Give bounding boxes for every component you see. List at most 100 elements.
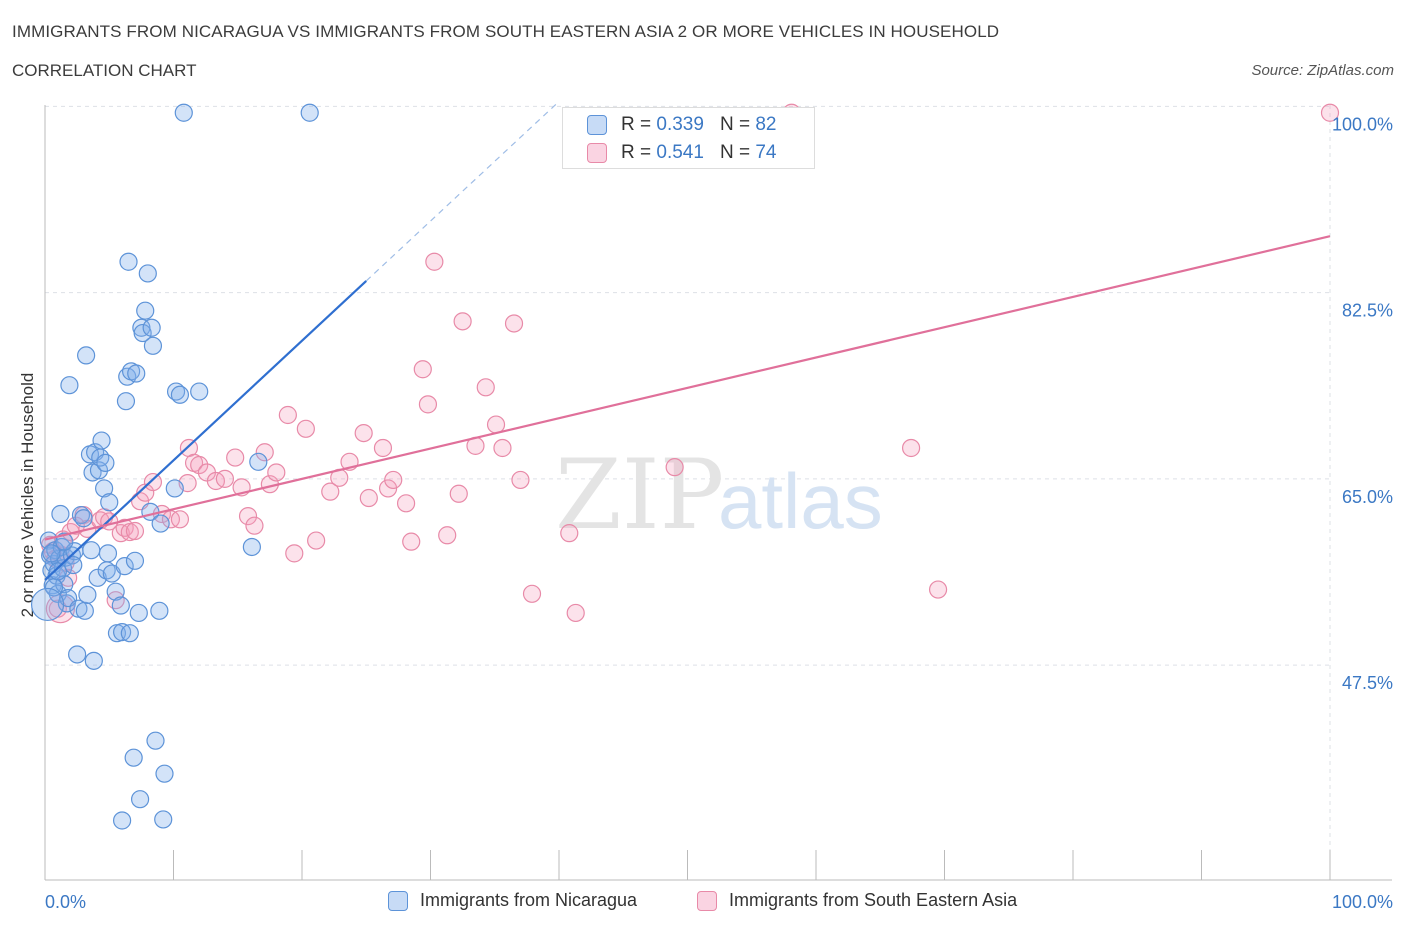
data-point — [321, 482, 340, 501]
data-point — [285, 544, 304, 563]
trend-lines — [44, 101, 1331, 581]
data-point — [522, 584, 542, 603]
data-point — [77, 346, 96, 365]
stats-row-nicaragua: R = 0.339 N = 82 — [587, 112, 776, 138]
data-point — [48, 562, 67, 581]
data-point — [53, 559, 73, 578]
x-tick-label-min: 0.0% — [45, 892, 86, 912]
data-point — [170, 385, 190, 404]
legend-label-nicaragua: Immigrants from Nicaragua — [420, 890, 638, 910]
data-point — [136, 301, 155, 320]
data-point — [95, 479, 114, 498]
data-point — [55, 532, 74, 551]
watermark: ZIP atlas — [555, 439, 883, 551]
data-point — [42, 544, 61, 563]
data-point — [378, 479, 398, 498]
data-point — [359, 488, 378, 508]
data-point — [901, 438, 921, 458]
data-point — [154, 810, 173, 829]
watermark-atlas: atlas — [718, 457, 883, 545]
data-point — [418, 395, 438, 414]
legend-label-south-eastern-asia: Immigrants from South Eastern Asia — [729, 890, 1018, 910]
legend-item-south-eastern-asia[interactable]: Immigrants from South Eastern Asia — [697, 890, 1017, 911]
data-point — [1320, 103, 1340, 122]
x-tick-label-max: 100.0% — [1332, 892, 1393, 912]
data-point — [119, 252, 138, 271]
data-point — [396, 494, 416, 513]
legend-swatch-south-eastern-asia — [697, 890, 717, 911]
data-point — [354, 423, 373, 443]
data-point — [127, 364, 146, 383]
data-point — [125, 521, 145, 541]
legend-item-nicaragua[interactable]: Immigrants from Nicaragua — [388, 890, 637, 911]
trend-line-nicaragua-extension — [365, 101, 560, 282]
series-nicaragua-points — [30, 103, 319, 830]
data-point — [120, 624, 139, 643]
data-point — [566, 603, 585, 623]
data-point — [125, 551, 145, 570]
data-point — [129, 603, 148, 623]
stats-n-label: N = — [719, 142, 751, 163]
grid-lines — [45, 105, 1331, 880]
data-point — [373, 438, 393, 458]
data-point — [665, 458, 684, 477]
data-point — [100, 493, 119, 512]
data-point — [242, 537, 261, 557]
data-point — [116, 392, 136, 411]
data-point — [155, 764, 174, 783]
data-point — [384, 470, 403, 490]
data-point — [226, 448, 245, 467]
data-point — [267, 463, 286, 482]
data-point — [245, 516, 264, 535]
data-point — [143, 336, 163, 355]
axes — [44, 105, 1392, 881]
stats-row-south-eastern-asia: R = 0.541 N = 74 — [587, 140, 776, 166]
data-point — [71, 505, 91, 525]
data-point — [151, 514, 170, 533]
data-point — [402, 532, 421, 551]
data-point — [238, 507, 258, 526]
data-point — [64, 555, 83, 575]
data-point — [215, 469, 234, 488]
stats-r-value: 0.541 — [656, 142, 704, 163]
data-point — [60, 376, 79, 395]
data-point — [255, 443, 274, 462]
source-credit: Source: ZipAtlas.com — [1251, 62, 1394, 79]
data-point — [190, 382, 209, 401]
data-point — [296, 419, 315, 438]
data-point — [74, 509, 93, 528]
data-point — [438, 526, 457, 545]
y-tick-label: 47.5% — [1342, 673, 1393, 693]
data-point — [307, 531, 326, 550]
data-point — [453, 312, 472, 331]
stats-n-value: 82 — [755, 114, 777, 135]
data-point — [130, 790, 150, 809]
data-point — [249, 452, 268, 471]
trend-line-nicaragua — [44, 280, 367, 581]
data-point — [190, 455, 209, 475]
stats-n-label: N = — [719, 114, 751, 135]
stats-legend: R = 0.339 N = 82 R = 0.541 N = 74 — [562, 107, 815, 169]
data-point — [511, 470, 530, 490]
data-point — [112, 623, 132, 642]
stats-r-label: R = — [621, 142, 652, 163]
data-point — [476, 378, 495, 397]
data-point — [413, 360, 432, 379]
stats-r-label: R = — [621, 114, 652, 135]
chart-title: IMMIGRANTS FROM NICARAGUA VS IMMIGRANTS … — [12, 22, 1000, 41]
data-point — [84, 651, 103, 670]
data-point — [111, 596, 130, 615]
data-point — [174, 103, 193, 122]
y-tick-label: 65.0% — [1342, 487, 1393, 507]
data-point — [928, 580, 948, 599]
data-point — [82, 541, 101, 560]
data-point — [124, 748, 143, 767]
data-point — [165, 479, 184, 498]
data-point — [142, 318, 161, 337]
data-point — [504, 314, 524, 333]
data-point — [112, 811, 132, 830]
stats-swatch-nicaragua — [587, 115, 607, 135]
data-point — [98, 544, 118, 563]
data-point — [51, 504, 70, 524]
